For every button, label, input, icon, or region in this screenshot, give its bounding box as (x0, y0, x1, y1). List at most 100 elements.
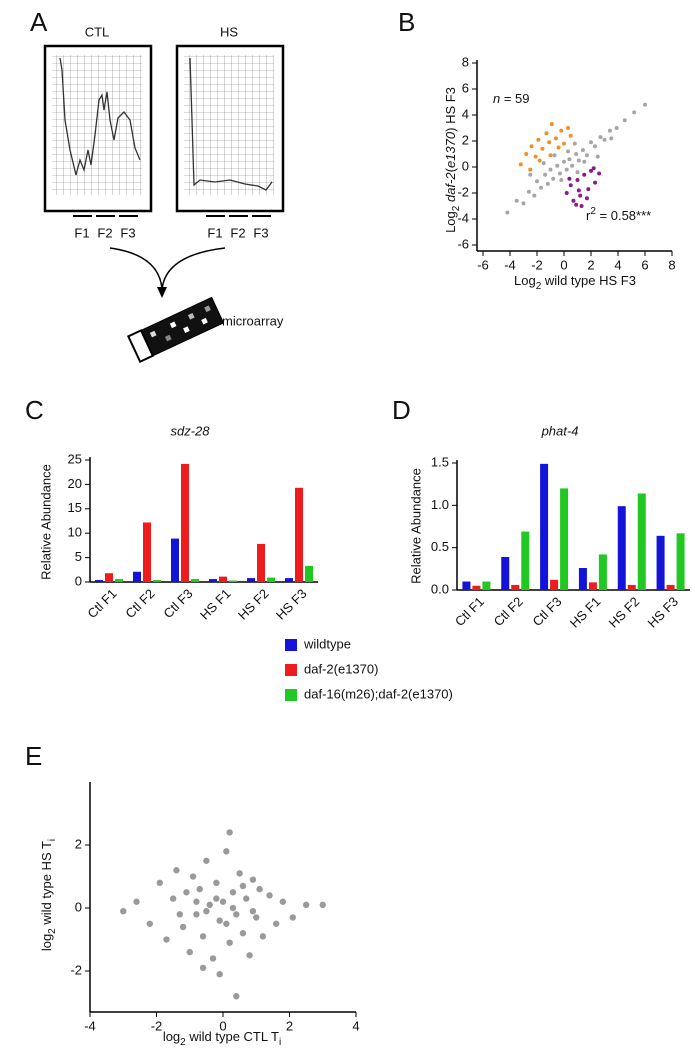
point (568, 183, 573, 188)
bar (247, 578, 255, 582)
point (183, 889, 190, 896)
panel-label: C (25, 395, 44, 425)
y-tick-label: 0 (75, 573, 82, 588)
merge-arrow (109, 247, 226, 291)
fraction-label: F3 (120, 225, 135, 240)
point (524, 152, 529, 156)
bar (95, 580, 103, 582)
x-tick-label: Ctl F2 (122, 586, 157, 621)
bar (617, 506, 626, 590)
arrow-head (157, 287, 167, 298)
point (559, 178, 564, 182)
hs-grid (184, 55, 274, 195)
point (199, 964, 207, 972)
point (169, 895, 177, 902)
point (555, 163, 560, 168)
panel-label: E (25, 741, 42, 771)
bar (153, 580, 161, 582)
point (193, 898, 200, 905)
point (598, 135, 603, 140)
bar (115, 579, 123, 582)
point (551, 176, 556, 181)
fraction-label: F2 (97, 225, 112, 240)
point (622, 118, 627, 123)
point (539, 185, 544, 190)
bar (598, 554, 607, 590)
y-tick-label: 20 (68, 476, 82, 491)
bar (171, 538, 179, 582)
point (213, 879, 220, 887)
fraction-label: F3 (253, 225, 268, 240)
point (582, 172, 587, 177)
point (193, 911, 200, 918)
point (572, 141, 577, 146)
point (233, 911, 240, 918)
point (593, 180, 598, 185)
bar (540, 463, 549, 590)
x-tick-label: -2 (531, 257, 543, 272)
r2-annotation: r2 = 0.58*** (586, 206, 651, 224)
point (549, 122, 554, 127)
y-tick-label: 0.5 (431, 539, 449, 554)
point (609, 136, 614, 141)
point (528, 172, 533, 177)
point (206, 901, 213, 909)
point (223, 920, 230, 927)
panel-label: D (392, 395, 411, 425)
x-tick-label: -6 (477, 257, 489, 272)
y-tick-label: -4 (457, 210, 469, 225)
point (219, 898, 227, 905)
point (597, 171, 602, 176)
point (120, 907, 127, 915)
x-tick-label: HS F3 (644, 594, 681, 631)
bar (181, 463, 189, 582)
bar (482, 581, 491, 590)
bar (105, 573, 113, 582)
y-tick-label: -6 (457, 236, 469, 251)
point (249, 907, 257, 915)
point (564, 191, 569, 195)
point (578, 193, 583, 198)
point (579, 204, 584, 208)
hs-label: HS (220, 24, 238, 39)
ctl-grid (52, 55, 142, 195)
point (279, 898, 287, 905)
y-tick-label: 2 (462, 132, 469, 147)
x-tick-label: 2 (286, 1018, 293, 1033)
bar (637, 493, 646, 590)
point (239, 930, 247, 937)
y-tick-label: 1.5 (431, 454, 449, 469)
x-tick-label: 0 (560, 257, 567, 272)
point (216, 917, 223, 924)
point (229, 889, 237, 896)
y-tick-label: 6 (462, 80, 469, 95)
x-tick-label: HS F1 (197, 586, 234, 623)
bar (578, 567, 587, 590)
point (173, 867, 180, 874)
point (266, 892, 273, 899)
point (567, 176, 572, 181)
point (133, 898, 140, 905)
point (536, 137, 541, 142)
bar (143, 522, 151, 582)
x-tick-label: -2 (151, 1018, 163, 1033)
panel-a: CTL HS F1 F2 F3 F1 F2 F3 microarray (43, 24, 285, 364)
point (553, 136, 558, 141)
point (562, 159, 566, 164)
point (575, 170, 580, 175)
point (602, 137, 607, 142)
point (571, 198, 576, 203)
point (545, 181, 550, 186)
point (568, 133, 573, 138)
legend-swatch (285, 689, 297, 701)
point (319, 901, 326, 909)
bar (656, 535, 665, 590)
y-axis-label: Log2 daf-2(e1370) HS F3 (443, 87, 461, 233)
point (547, 140, 552, 145)
chart-title: sdz-28 (170, 423, 210, 438)
x-tick-label: 8 (668, 257, 675, 272)
point (239, 882, 247, 890)
point (593, 144, 598, 149)
point (566, 149, 571, 154)
point (574, 152, 579, 156)
